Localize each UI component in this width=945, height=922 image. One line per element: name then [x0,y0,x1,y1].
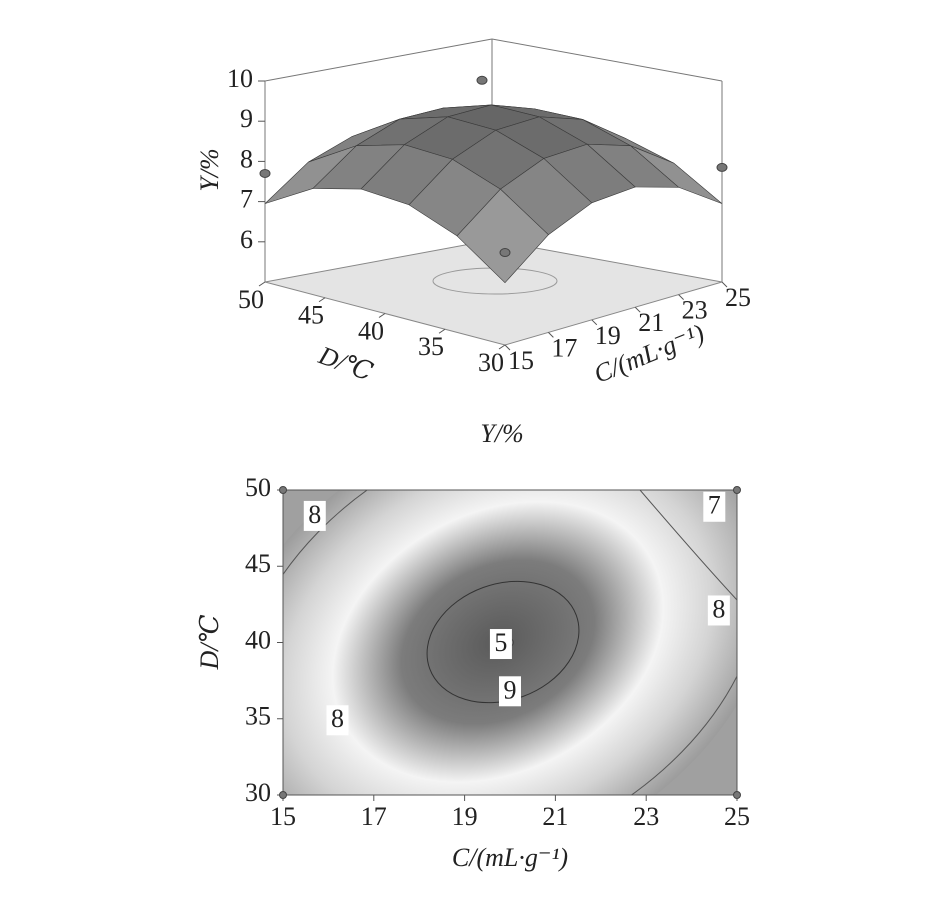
y-tick-label: 45 [245,549,271,578]
response-shading [283,490,737,795]
y-tick [498,344,506,350]
y-tick-label: 50 [238,285,264,314]
contour-label: 8 [308,500,321,529]
y-tick [258,281,266,287]
design-point [716,162,728,172]
x-tick-label: 19 [452,802,478,831]
x-tick [548,332,554,338]
x-tick-label: 21 [542,802,568,831]
y-tick-label: 50 [245,473,271,502]
surface-patch [456,188,549,284]
contour-label: 9 [504,675,517,704]
contour-label-box [326,705,349,736]
x-tick-label: 17 [551,333,577,362]
design-point [476,75,488,85]
contour-line [426,580,580,704]
y-tick-label: 30 [478,348,504,377]
contour-label-box [499,676,521,707]
design-point [499,248,511,258]
design-point [279,486,287,494]
design-point [733,486,741,494]
contour-label-box [703,491,726,522]
x-tick-label: 25 [725,283,751,312]
contour-label-box [303,500,326,531]
x-tick-label: 15 [270,802,296,831]
z-tick-label: 7 [240,185,253,214]
contour-label: 7 [708,491,721,520]
x-tick [678,294,684,300]
contour-label: 8 [331,704,344,733]
x-tick-label: 17 [361,802,387,831]
contour-label: 8 [712,594,725,623]
contour-line [639,490,737,601]
x-tick-label: 25 [724,802,750,831]
chart-title: Y/% [480,419,523,448]
y-tick-label: 35 [418,332,444,361]
contour-label-box [489,629,512,660]
y-axis-label: D/℃ [314,340,377,386]
y-tick-label: 45 [298,301,324,330]
z-tick-label: 9 [240,104,253,133]
z-axis-label: Y/% [195,148,224,191]
y-tick [378,313,386,318]
z-tick-label: 8 [240,144,253,173]
contour-label: 5 [494,628,507,657]
contour-label-box [707,595,730,626]
design-point [733,791,741,799]
y-tick-label: 40 [245,625,271,654]
y-tick-label: 30 [245,778,271,807]
x-tick-label: 19 [595,321,621,350]
y-tick-label: 35 [245,702,271,731]
y-tick [318,297,326,303]
box-edge [264,38,493,82]
design-point [259,168,271,178]
x-tick [504,344,511,351]
y-tick [438,328,446,334]
design-point [279,791,287,799]
y-tick-label: 40 [358,316,384,345]
x-tick-label: 15 [508,346,534,375]
x-tick-label: 23 [633,802,659,831]
box-edge [491,38,723,82]
x-tick-label: 21 [638,308,664,337]
x-axis-label: C/(mL·g⁻¹) [452,843,568,872]
x-tick-label: 23 [682,296,708,325]
z-tick-label: 10 [227,64,253,93]
z-tick-label: 6 [240,225,253,254]
x-tick [634,306,641,313]
y-axis-label: D/℃ [195,614,224,670]
x-tick [721,281,728,288]
contour-chart: Y/% D/℃ C/(mL·g⁻¹) 15 17 19 21 23 25 30 35 40 45 5… [195,419,750,872]
x-tick [591,319,598,326]
